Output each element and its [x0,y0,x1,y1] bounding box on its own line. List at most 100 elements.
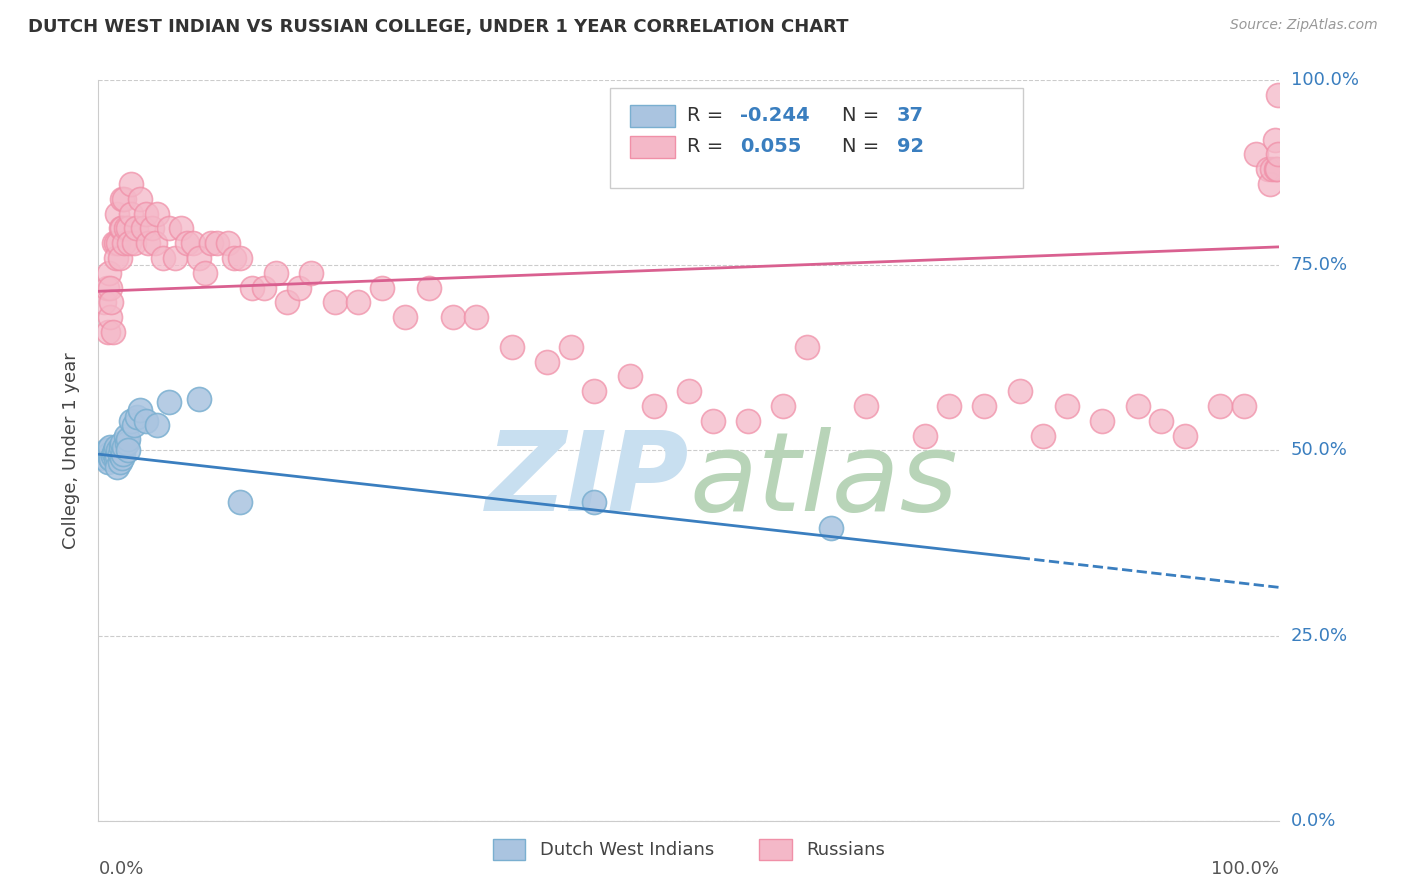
Point [112,440,135,454]
Point [157,395,180,409]
Text: 100.0%: 100.0% [1212,860,1279,878]
Point [111,450,134,465]
Point [394,310,416,325]
Point [1150,414,1173,428]
Text: R =: R = [686,137,735,156]
Point [855,399,877,413]
Point [1267,88,1289,103]
Point [1261,162,1284,177]
Point [501,340,523,354]
Point [107,236,129,251]
Point [1244,147,1267,161]
Text: DUTCH WEST INDIAN VS RUSSIAN COLLEGE, UNDER 1 YEAR CORRELATION CHART: DUTCH WEST INDIAN VS RUSSIAN COLLEGE, UN… [28,18,849,36]
Text: R =: R = [686,106,730,125]
Point [108,251,131,265]
Point [1126,399,1149,413]
Point [143,236,166,251]
Point [101,450,124,464]
Point [796,340,818,354]
Text: 92: 92 [897,137,924,156]
Point [347,295,370,310]
Text: 37: 37 [897,106,924,125]
Point [93,295,115,310]
FancyBboxPatch shape [630,136,675,158]
Point [465,310,488,325]
Point [141,221,163,235]
Point [100,295,122,310]
Point [583,495,606,509]
Text: 25.0%: 25.0% [1291,626,1348,645]
Point [98,280,121,294]
Point [165,251,187,265]
Point [146,417,169,432]
Point [240,280,263,294]
Point [205,236,228,251]
Point [111,221,134,235]
FancyBboxPatch shape [610,87,1024,187]
Point [1032,428,1054,442]
Point [200,236,222,251]
Point [772,399,794,413]
Point [973,399,995,413]
Point [114,221,136,235]
Point [112,192,135,206]
Point [98,266,121,280]
Point [105,236,128,251]
Text: 100.0%: 100.0% [1291,71,1358,89]
Point [103,236,125,251]
Text: N =: N = [842,137,886,156]
Point [181,236,204,251]
Point [1258,177,1281,191]
Point [253,280,276,294]
Point [1264,162,1286,177]
Point [132,221,155,235]
Point [135,414,157,428]
Point [264,266,287,280]
Point [122,417,145,432]
Point [914,428,936,442]
Text: 0.0%: 0.0% [98,860,143,878]
Point [1257,162,1279,177]
Point [737,414,759,428]
Point [118,236,141,251]
Point [157,221,180,235]
FancyBboxPatch shape [630,104,675,127]
Point [229,495,252,509]
Point [938,399,960,413]
Point [299,266,322,280]
Point [371,280,394,294]
Point [107,443,129,458]
Point [1265,162,1288,177]
Point [97,454,120,468]
Point [101,325,124,339]
Text: 0.055: 0.055 [740,137,801,156]
Point [111,192,134,206]
Point [560,340,582,354]
Point [176,236,198,251]
Point [217,236,239,251]
Text: atlas: atlas [689,426,957,533]
Point [117,433,139,447]
Point [187,251,209,265]
Point [643,399,665,413]
Point [108,447,131,461]
Point [276,295,298,310]
Point [702,414,724,428]
Point [98,450,121,465]
Point [152,251,174,265]
Point [105,206,128,220]
Point [125,221,148,235]
Point [187,392,209,406]
Point [105,459,128,474]
Point [105,440,128,454]
Point [105,450,128,464]
Point [104,443,127,458]
Point [1209,399,1232,413]
Text: Source: ZipAtlas.com: Source: ZipAtlas.com [1230,18,1378,32]
Point [224,251,246,265]
Point [323,295,346,310]
Y-axis label: College, Under 1 year: College, Under 1 year [62,352,80,549]
Point [112,447,135,461]
Point [97,325,120,339]
Point [112,236,135,251]
